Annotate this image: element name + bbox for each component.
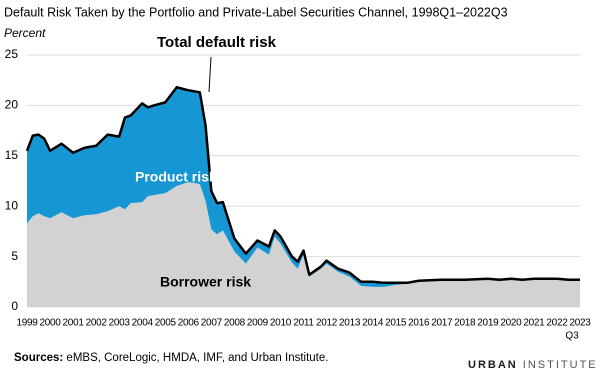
y-tick-label: 15 [5, 148, 19, 162]
total-line [25, 86, 580, 285]
x-tick-label: 2001 [63, 318, 85, 329]
x-tick-label: 2011 [293, 318, 314, 329]
x-tick-label: 2003 [109, 318, 131, 329]
x-tick-label: 2023 [569, 318, 591, 329]
plot [25, 54, 580, 308]
legend-label: Product risk [135, 169, 217, 185]
y-tick-label: 10 [5, 198, 19, 212]
x-tick-label: 2009 [247, 318, 269, 329]
y-tick-label: 5 [11, 249, 18, 263]
logo-word: URBAN [468, 359, 518, 371]
x-tick-label: 2006 [178, 318, 200, 329]
x-tick-label: 2021 [523, 318, 545, 329]
annotation: Total default risk [157, 34, 277, 51]
x-tick-label: 2019 [477, 318, 499, 329]
logo-word: INSTITUTE [523, 359, 598, 371]
sources-label: Sources: [14, 352, 63, 364]
area [27, 87, 580, 287]
x-tick-label: 2015 [385, 318, 407, 329]
x-tick-label: 2008 [224, 318, 246, 329]
y-tick-label: 25 [5, 47, 19, 61]
x-tick-label: 2022 [546, 318, 568, 329]
x-tick-label: 2016 [408, 318, 430, 329]
x-tick-label: 2004 [132, 318, 154, 329]
x-tick-label: 2007 [201, 318, 223, 329]
x-tick-label: 2000 [40, 318, 62, 329]
sources-text: eMBS, CoreLogic, HMDA, IMF, and Urban In… [66, 352, 328, 364]
x-tick-label: 2012 [316, 318, 338, 329]
x-note: Q3 [565, 331, 579, 342]
y-tick-label: 20 [5, 98, 19, 112]
annotation-arrow [208, 56, 212, 93]
x-tick-label: 2017 [431, 318, 453, 329]
x-tick-label: 2018 [454, 318, 476, 329]
sources: Sources: eMBS, CoreLogic, HMDA, IMF, and… [14, 352, 328, 364]
x-tick-label: 2010 [270, 318, 292, 329]
logo: URBAN INSTITUTE [468, 359, 598, 371]
x-tick-label: 2013 [339, 318, 361, 329]
y-axis-label: Percent [4, 26, 46, 40]
y-tick-label: 0 [11, 299, 18, 313]
chart-title: Default Risk Taken by the Portfolio and … [4, 5, 508, 19]
x-tick-label: 2002 [86, 318, 108, 329]
x-tick-label: 2020 [500, 318, 522, 329]
legend-label: Borrower risk [160, 274, 251, 290]
x-tick-label: 1999 [16, 318, 38, 329]
area [27, 182, 580, 307]
x-tick-label: 2014 [362, 318, 384, 329]
x-tick-label: 2005 [155, 318, 177, 329]
